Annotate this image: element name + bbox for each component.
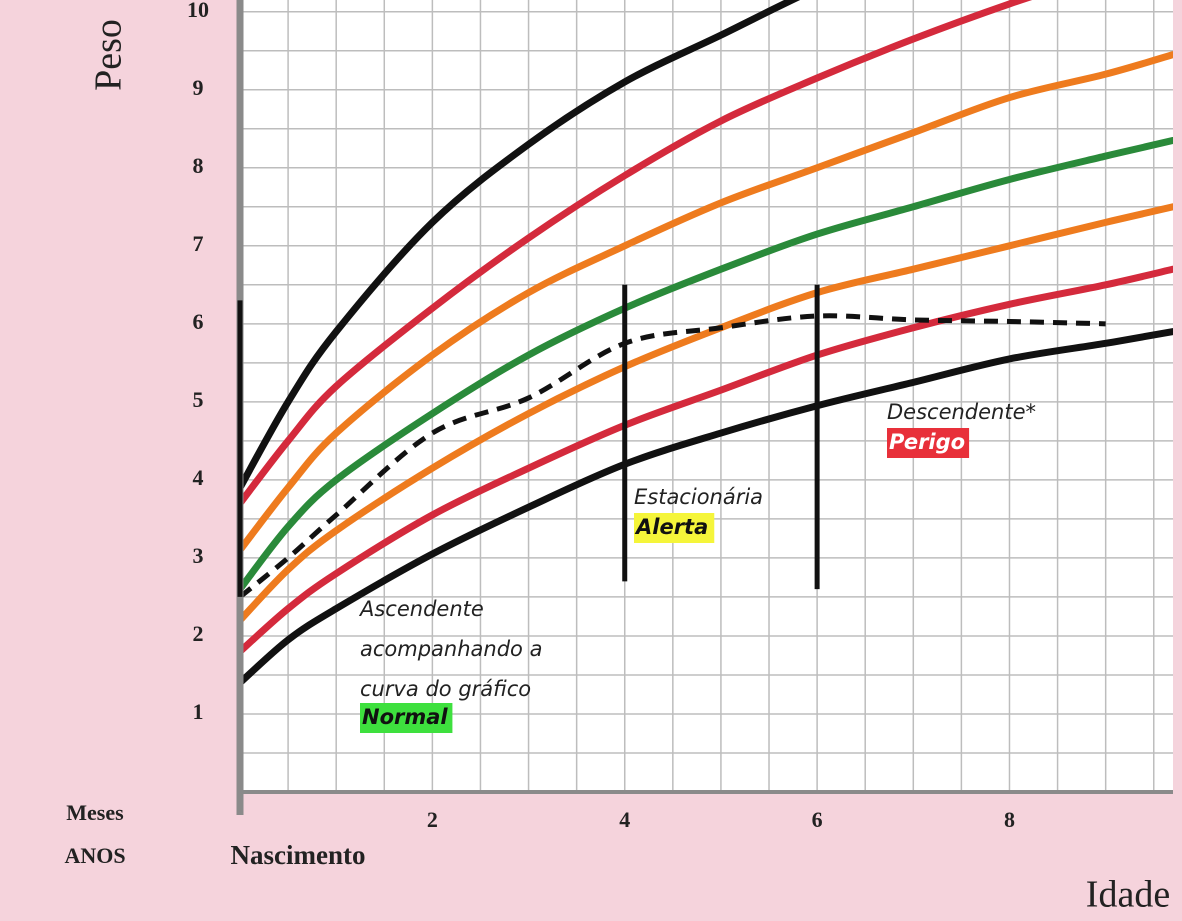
ticks: 1 2 3 4 5 6 7 8 9 10 2 4 6 8 bbox=[187, 0, 1015, 832]
y-tick-label: 9 bbox=[193, 75, 204, 100]
x-axis-label: Idade bbox=[1086, 874, 1170, 916]
y-tick-label: 4 bbox=[193, 465, 204, 490]
x-tick-label: 4 bbox=[619, 807, 630, 832]
y-tick-label: 5 bbox=[193, 387, 204, 412]
status-highlight bbox=[360, 703, 453, 733]
annotation-text: Descendente* bbox=[887, 400, 1036, 424]
y-tick-label: 6 bbox=[193, 309, 204, 334]
growth-curve bbox=[240, 328, 1173, 687]
origin-label: Nascimento bbox=[231, 840, 366, 870]
growth-curve bbox=[240, 0, 1033, 507]
y-tick-label: 1 bbox=[193, 699, 204, 724]
annotation-text: Ascendente bbox=[358, 597, 484, 621]
years-label: ANOS bbox=[64, 843, 125, 868]
growth-curve bbox=[240, 265, 1173, 656]
x-tick-label: 6 bbox=[812, 807, 823, 832]
y-tick-label: 7 bbox=[193, 231, 204, 256]
y-axis-label: Peso bbox=[88, 19, 130, 91]
annotation-text: curva do gráfico bbox=[360, 677, 531, 701]
annotation-text: acompanhando a bbox=[360, 637, 542, 661]
status-label: Perigo bbox=[889, 430, 965, 454]
y-tick-label: 10 bbox=[187, 0, 209, 22]
y-tick-label: 3 bbox=[193, 543, 204, 568]
x-tick-label: 8 bbox=[1004, 807, 1015, 832]
status-highlight bbox=[887, 428, 970, 458]
x-tick-label: 2 bbox=[427, 807, 438, 832]
growth-curve bbox=[240, 136, 1173, 593]
y-tick-label: 8 bbox=[193, 153, 204, 178]
growth-curve bbox=[240, 203, 1173, 624]
growth-curve bbox=[240, 0, 801, 492]
growth-curve bbox=[240, 51, 1173, 554]
annotations: Ascendente acompanhando a curva do gráfico… bbox=[358, 400, 1036, 733]
months-label: Meses bbox=[66, 800, 124, 825]
status-highlight bbox=[634, 513, 715, 543]
annotation-text: Estacionária bbox=[634, 485, 763, 509]
status-label: Alerta bbox=[634, 515, 708, 539]
y-tick-label: 2 bbox=[193, 621, 204, 646]
status-label: Normal bbox=[362, 705, 448, 729]
curves bbox=[240, 0, 1173, 687]
grid bbox=[240, 0, 1173, 792]
